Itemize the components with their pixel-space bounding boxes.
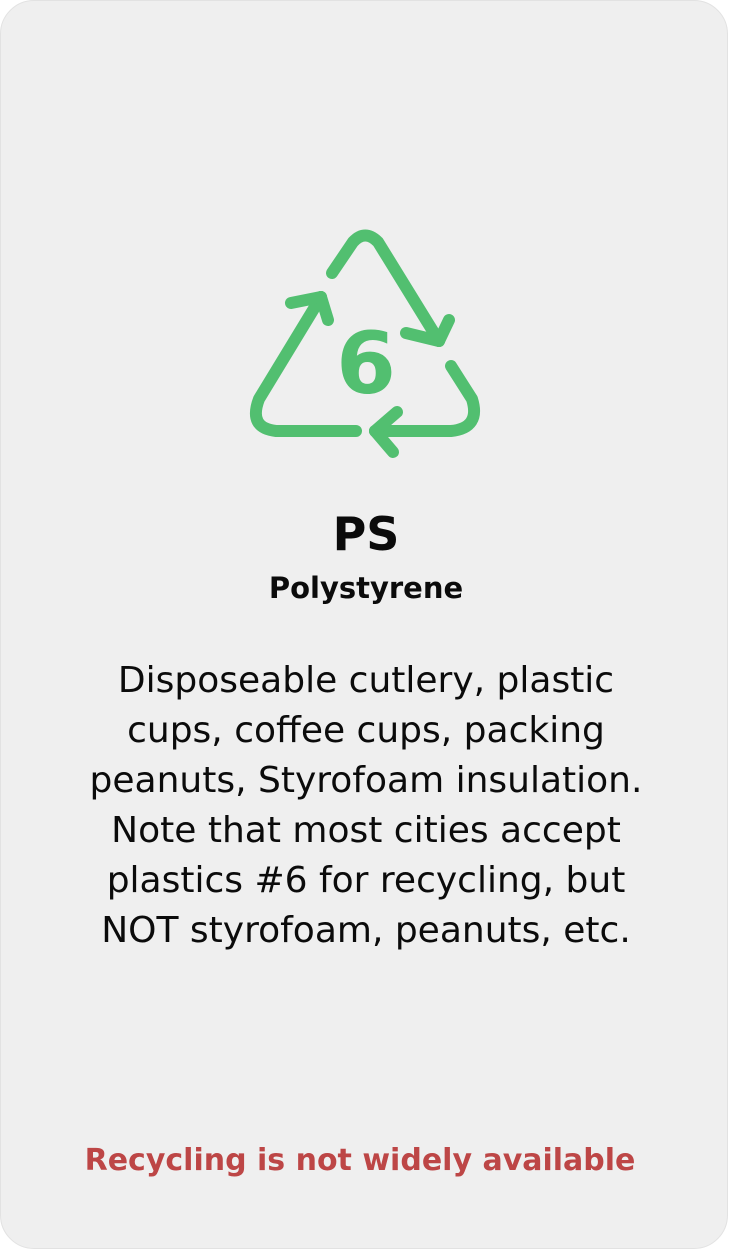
recycling-triangle-icon: 6 (249, 229, 481, 458)
plastic-name: Polystyrene (268, 571, 464, 605)
plastic-code: PS (332, 507, 400, 561)
symbol-number: 6 (336, 314, 396, 414)
recycling-arrows (249, 229, 481, 458)
recycling-status: Recycling is not widely available (84, 1143, 636, 1178)
plastic-description: Disposeable cutlery, plastic cups, coffe… (89, 660, 643, 951)
